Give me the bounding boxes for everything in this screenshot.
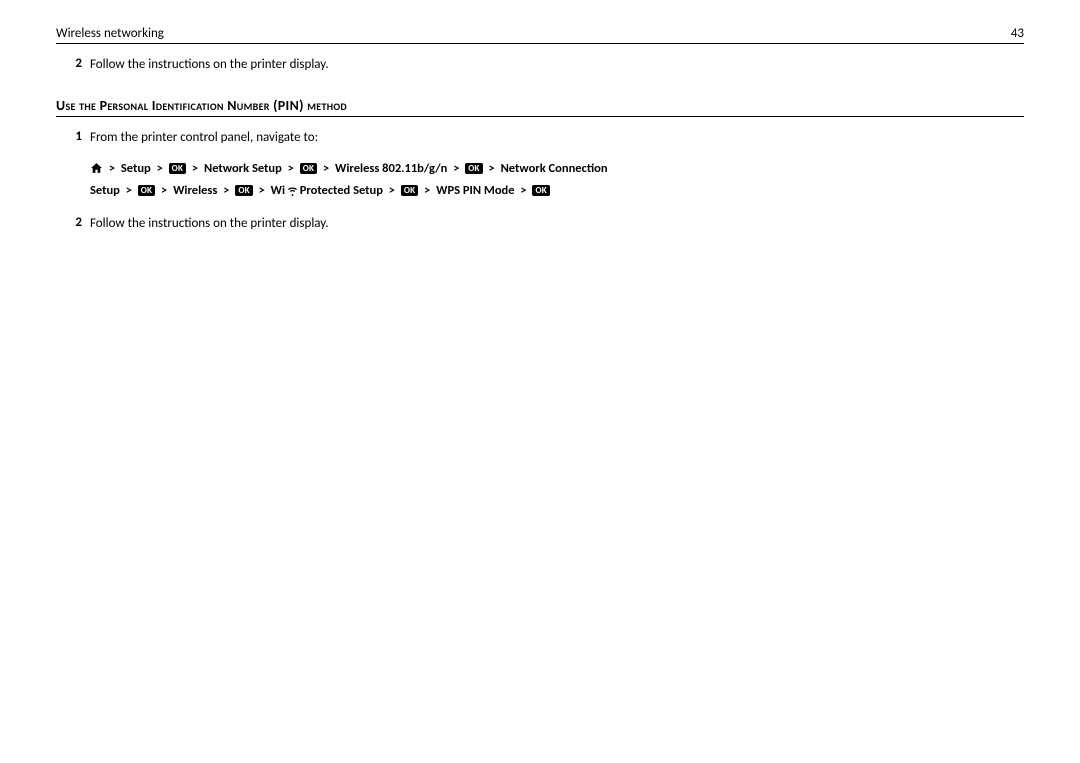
step-number: 2 bbox=[68, 215, 82, 230]
home-icon bbox=[90, 161, 106, 176]
pin-step-list: 1 From the printer control panel, naviga… bbox=[56, 129, 1024, 234]
ok-button-icon: OK bbox=[532, 185, 549, 196]
nav-wireless-std: Wireless 802.11b/g/n bbox=[335, 161, 447, 176]
path-separator: > bbox=[424, 183, 430, 198]
nav-setup: Setup bbox=[121, 161, 151, 176]
step-text: Follow the instructions on the printer d… bbox=[90, 56, 1024, 75]
nav-network-connection-b: Setup bbox=[90, 183, 120, 198]
path-separator: > bbox=[288, 161, 294, 176]
path-separator: > bbox=[223, 183, 229, 198]
navigation-path: > Setup > OK > Network Setup > OK > Wire… bbox=[90, 158, 1024, 203]
nav-network-setup: Network Setup bbox=[204, 161, 282, 176]
path-separator: > bbox=[520, 183, 526, 198]
list-item: 2 Follow the instructions on the printer… bbox=[56, 56, 1024, 75]
ok-button-icon: OK bbox=[300, 163, 317, 174]
section-heading: Use the Personal Identification Number (… bbox=[56, 97, 1024, 117]
ok-button-icon: OK bbox=[235, 185, 252, 196]
path-separator: > bbox=[323, 161, 329, 176]
nav-wps-pin: WPS PIN Mode bbox=[436, 183, 514, 198]
ok-button-icon: OK bbox=[138, 185, 155, 196]
list-item: 2 Follow the instructions on the printer… bbox=[56, 215, 1024, 234]
document-page: Wireless networking 43 2 Follow the inst… bbox=[0, 0, 1080, 234]
path-separator: > bbox=[192, 161, 198, 176]
step-number: 2 bbox=[68, 56, 82, 71]
nav-wifi-protected: Protected Setup bbox=[300, 183, 383, 198]
path-separator: > bbox=[259, 183, 265, 198]
path-separator: > bbox=[453, 161, 459, 176]
step-body: From the printer control panel, navigate… bbox=[90, 129, 1024, 203]
step-text: Follow the instructions on the printer d… bbox=[90, 215, 1024, 234]
path-separator: > bbox=[161, 183, 167, 198]
page-header: Wireless networking 43 bbox=[56, 26, 1024, 44]
list-item: 1 From the printer control panel, naviga… bbox=[56, 129, 1024, 203]
path-separator: > bbox=[109, 161, 115, 176]
step-text: From the printer control panel, navigate… bbox=[90, 130, 318, 145]
ok-button-icon: OK bbox=[401, 185, 418, 196]
path-separator: > bbox=[489, 161, 495, 176]
header-title: Wireless networking bbox=[56, 26, 164, 41]
ok-button-icon: OK bbox=[169, 163, 186, 174]
ok-button-icon: OK bbox=[465, 163, 482, 174]
step-number: 1 bbox=[68, 129, 82, 144]
nav-wifi-prefix: Wi bbox=[271, 183, 285, 198]
nav-network-connection-a: Network Connection bbox=[501, 161, 608, 176]
path-separator: > bbox=[389, 183, 395, 198]
top-step-list: 2 Follow the instructions on the printer… bbox=[56, 56, 1024, 75]
path-separator: > bbox=[157, 161, 163, 176]
page-number: 43 bbox=[1011, 26, 1024, 41]
nav-wireless: Wireless bbox=[173, 183, 217, 198]
wifi-icon bbox=[285, 183, 300, 198]
path-separator: > bbox=[126, 183, 132, 198]
